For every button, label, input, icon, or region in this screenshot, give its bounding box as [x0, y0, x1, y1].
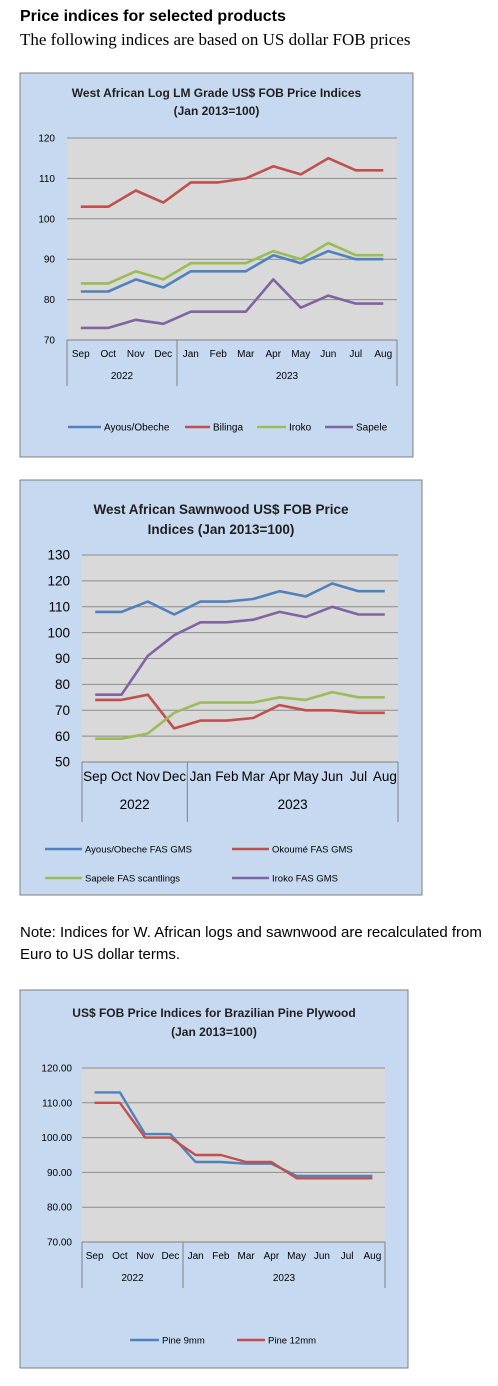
y-tick-label: 120: [47, 574, 70, 589]
y-tick-label: 80.00: [47, 1203, 72, 1214]
series-line: [94, 1101, 373, 1180]
y-tick-label: 60: [55, 729, 70, 744]
legend-label: Iroko FAS GMS: [272, 873, 338, 884]
x-tick-label: May: [291, 349, 310, 360]
y-tick-label: 110: [48, 599, 70, 614]
x-tick-label: Mar: [237, 349, 255, 360]
series-line: [95, 693, 385, 730]
x-tick-label: Oct: [112, 1251, 128, 1262]
x-tick-label: Nov: [127, 349, 145, 360]
series-line: [80, 278, 384, 330]
series-line: [80, 241, 384, 285]
plot-area: [82, 1068, 385, 1242]
x-tick-label: Jun: [320, 349, 336, 360]
chart-title: (Jan 2013=100): [174, 104, 260, 118]
x-tick-label: Dec: [162, 769, 186, 784]
chart-title: West African Log LM Grade US$ FOB Price …: [72, 86, 362, 100]
chart-title: (Jan 2013=100): [171, 1025, 257, 1039]
page-heading: Price indices for selected products: [20, 8, 286, 25]
x-tick-label: Nov: [136, 769, 160, 784]
x-tick-label: Dec: [161, 1251, 179, 1262]
y-tick-label: 70.00: [47, 1238, 72, 1249]
y-tick-label: 120: [38, 134, 55, 145]
x-group-label: 2023: [273, 1273, 296, 1284]
y-tick-label: 90: [44, 255, 56, 266]
x-group-label: 2022: [111, 371, 134, 382]
chart-title: West African Sawnwood US$ FOB Price: [93, 502, 349, 517]
y-tick-label: 130: [47, 548, 70, 563]
x-tick-label: Apr: [269, 769, 291, 784]
legend-label: Pine 12mm: [268, 1335, 316, 1346]
page-subheading: The following indices are based on US do…: [20, 30, 411, 49]
series-line: [95, 605, 385, 697]
x-tick-label: Jun: [321, 769, 343, 784]
x-tick-label: Jan: [190, 769, 212, 784]
x-tick-label: May: [293, 769, 319, 784]
y-tick-label: 110.00: [42, 1098, 72, 1109]
legend-label: Bilinga: [213, 423, 243, 434]
series-line: [95, 582, 385, 616]
series-line: [80, 249, 384, 293]
x-group-label: 2023: [276, 371, 299, 382]
x-tick-label: Sep: [86, 1251, 104, 1262]
legend-label: Okoumé FAS GMS: [272, 844, 353, 855]
x-tick-label: Jul: [350, 769, 367, 784]
y-tick-label: 70: [55, 703, 70, 718]
x-tick-label: Mar: [238, 1251, 256, 1262]
y-tick-label: 70: [44, 336, 56, 347]
y-tick-label: 90.00: [47, 1168, 72, 1179]
x-tick-label: Sep: [72, 349, 90, 360]
legend-label: Sapele: [356, 423, 388, 434]
x-group-label: 2023: [278, 797, 308, 812]
x-tick-label: Jul: [349, 349, 362, 360]
series-line: [95, 690, 385, 741]
x-tick-label: Nov: [136, 1251, 154, 1262]
y-tick-label: 80: [44, 295, 56, 306]
x-tick-label: Aug: [363, 1251, 381, 1262]
x-tick-label: Mar: [242, 769, 266, 784]
y-tick-label: 110: [39, 174, 55, 185]
x-tick-label: Jul: [341, 1251, 354, 1262]
x-tick-label: Jan: [188, 1251, 204, 1262]
y-tick-label: 100.00: [41, 1133, 72, 1144]
x-tick-label: Feb: [215, 769, 238, 784]
x-tick-label: Dec: [154, 349, 172, 360]
x-tick-label: Jan: [183, 349, 199, 360]
x-group-label: 2022: [120, 797, 150, 812]
x-tick-label: Apr: [265, 349, 281, 360]
series-line: [94, 1091, 373, 1178]
x-tick-label: Feb: [212, 1251, 230, 1262]
y-tick-label: 100: [47, 625, 70, 640]
legend-label: Ayous/Obeche FAS GMS: [85, 844, 192, 855]
legend-label: Iroko: [289, 423, 312, 434]
x-tick-label: Feb: [210, 349, 228, 360]
y-tick-label: 100: [38, 214, 55, 225]
x-tick-label: Apr: [264, 1251, 280, 1262]
x-tick-label: Oct: [111, 769, 132, 784]
chart-title: Indices (Jan 2013=100): [148, 522, 295, 537]
x-tick-label: May: [287, 1251, 306, 1262]
x-tick-label: Jun: [314, 1251, 330, 1262]
legend-label: Sapele FAS scantlings: [85, 873, 180, 884]
x-tick-label: Aug: [373, 769, 397, 784]
legend-label: Ayous/Obeche: [104, 423, 170, 434]
y-tick-label: 120.00: [41, 1064, 72, 1075]
x-group-label: 2022: [121, 1273, 144, 1284]
y-tick-label: 80: [55, 677, 70, 692]
x-tick-label: Sep: [83, 769, 107, 784]
series-line: [80, 156, 384, 208]
y-tick-label: 50: [55, 755, 70, 770]
x-tick-label: Aug: [374, 349, 392, 360]
y-tick-label: 90: [55, 651, 70, 666]
x-tick-label: Oct: [100, 349, 116, 360]
legend-label: Pine 9mm: [162, 1335, 205, 1346]
plot-area: [67, 138, 397, 340]
note-text: Note: Indices for W. African logs and sa…: [20, 924, 482, 963]
chart-title: US$ FOB Price Indices for Brazilian Pine…: [72, 1006, 355, 1020]
